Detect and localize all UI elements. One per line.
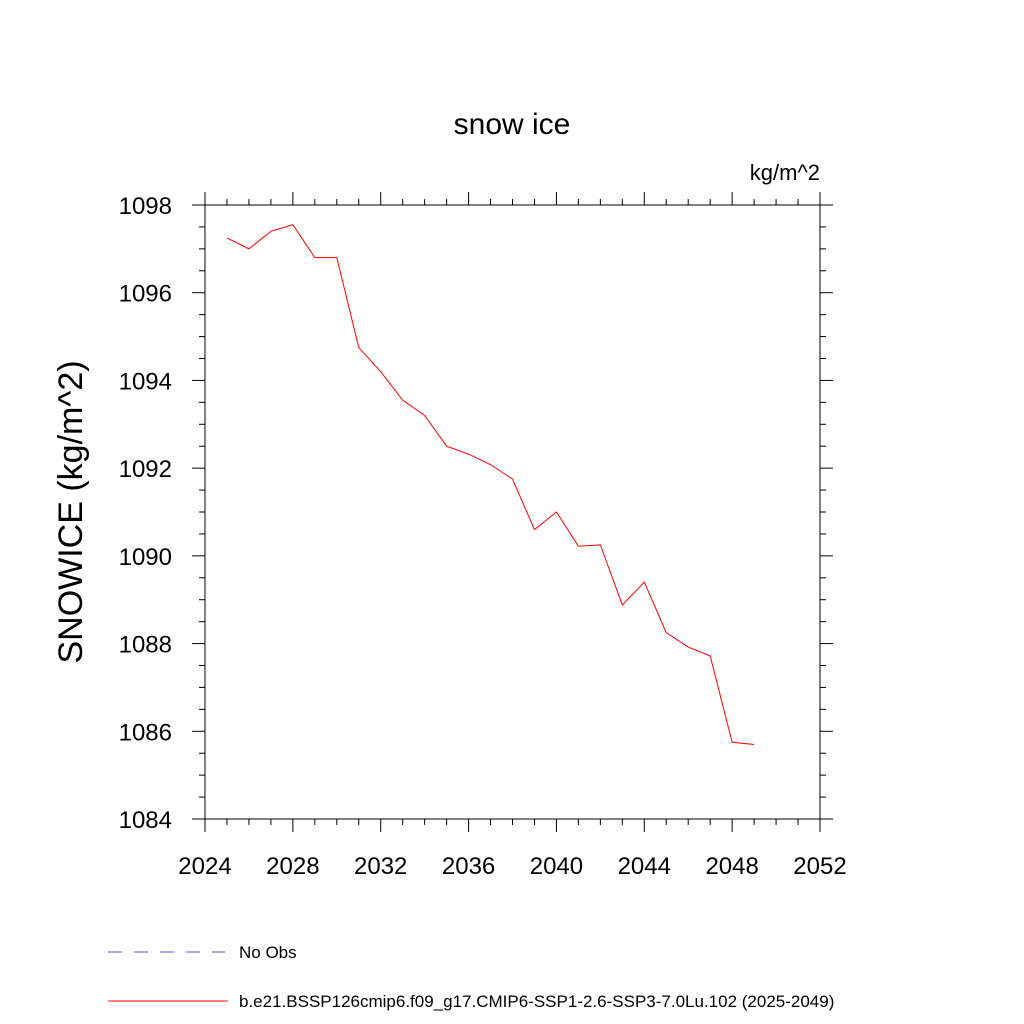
axis-ticks — [192, 192, 833, 832]
y-axis-title: SNOWICE (kg/m^2) — [52, 360, 90, 663]
series-line-0 — [226, 224, 755, 745]
y-tick-label: 1086 — [119, 719, 172, 746]
y-tick-label: 1094 — [119, 368, 172, 395]
x-tick-label: 2048 — [705, 853, 758, 880]
y-tick-label: 1090 — [119, 544, 172, 571]
x-tick-label: 2028 — [266, 853, 319, 880]
x-tick-label: 2036 — [442, 853, 495, 880]
y-tick-label: 1098 — [119, 193, 172, 220]
x-tick-label: 2040 — [530, 853, 583, 880]
units-label: kg/m^2 — [750, 160, 820, 185]
y-tick-labels: 1084 1086 1088 1090 1092 1094 1096 1098 — [119, 193, 172, 834]
y-tick-label: 1084 — [119, 807, 172, 834]
x-tick-labels: 2024 2028 2032 2036 2040 2044 2048 2052 — [178, 853, 846, 880]
x-tick-label: 2052 — [793, 853, 846, 880]
x-tick-label: 2032 — [354, 853, 407, 880]
legend-label-model: b.e21.BSSP126cmip6.f09_g17.CMIP6-SSP1-2.… — [239, 992, 834, 1011]
y-tick-label: 1096 — [119, 281, 172, 308]
x-tick-label: 2044 — [618, 853, 671, 880]
legend-label-no-obs: No Obs — [239, 943, 297, 962]
y-tick-label: 1088 — [119, 632, 172, 659]
series-lines — [226, 224, 755, 745]
y-tick-label: 1092 — [119, 456, 172, 483]
chart-title: snow ice — [454, 108, 571, 141]
x-tick-label: 2024 — [178, 853, 231, 880]
